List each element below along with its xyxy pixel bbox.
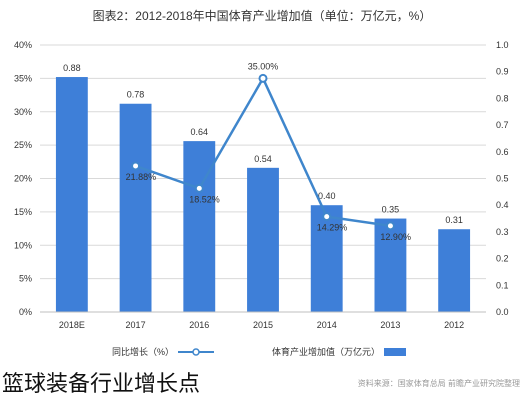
caption: 篮球装备行业增长点 bbox=[2, 372, 201, 397]
left-tick-label: 40% bbox=[14, 40, 32, 50]
right-tick-label: 0.6 bbox=[496, 147, 509, 157]
x-tick-label: 2015 bbox=[253, 320, 273, 330]
line-series: 21.88% 18.52% 35.00% 14.29% 12.90% bbox=[126, 61, 411, 242]
bar bbox=[310, 205, 343, 312]
left-tick-label: 10% bbox=[14, 240, 32, 250]
right-tick-label: 0.4 bbox=[496, 200, 509, 210]
right-tick-label: 0.0 bbox=[496, 307, 509, 317]
growth-label: 18.52% bbox=[189, 194, 220, 204]
left-tick-label: 15% bbox=[14, 207, 32, 217]
bar-series bbox=[55, 77, 471, 313]
bar-value-label: 0.64 bbox=[191, 127, 209, 137]
left-tick-label: 30% bbox=[14, 107, 32, 117]
left-tick-label: 5% bbox=[19, 274, 32, 284]
legend-line-marker bbox=[192, 348, 200, 356]
source-note: 资料来源：国家体育总局 前瞻产业研究院整理 bbox=[358, 378, 520, 388]
x-tick-label: 2014 bbox=[317, 320, 337, 330]
bar bbox=[55, 77, 88, 312]
chart-title: 图表2：2012-2018年中国体育产业增加值（单位：万亿元，%） bbox=[93, 8, 432, 23]
right-axis: 0.0 0.1 0.2 0.3 0.4 0.5 0.6 0.7 0.8 0.9 1.0 bbox=[496, 40, 509, 317]
right-tick-label: 0.2 bbox=[496, 254, 509, 264]
left-tick-label: 0% bbox=[19, 307, 32, 317]
bar-value-label: 0.78 bbox=[127, 90, 145, 100]
growth-label: 35.00% bbox=[248, 61, 279, 71]
left-tick-label: 20% bbox=[14, 174, 32, 184]
bar-value-label: 0.54 bbox=[254, 154, 272, 164]
left-tick-label: 35% bbox=[14, 73, 32, 83]
legend: 同比增长（%） 体育产业增加值（万亿元） bbox=[112, 346, 406, 357]
growth-point bbox=[385, 221, 395, 231]
growth-point bbox=[131, 161, 141, 171]
growth-point bbox=[322, 212, 332, 222]
bar-value-label: 0.35 bbox=[382, 205, 400, 215]
growth-label: 12.90% bbox=[380, 232, 411, 242]
x-tick-label: 2012 bbox=[444, 320, 464, 330]
bar-value-label: 0.31 bbox=[445, 215, 463, 225]
right-tick-label: 0.3 bbox=[496, 227, 509, 237]
growth-point bbox=[194, 183, 204, 193]
bar-value-label: 0.88 bbox=[63, 63, 81, 73]
right-tick-label: 0.9 bbox=[496, 67, 509, 77]
bar-value-labels: 0.88 0.78 0.64 0.54 0.40 0.35 0.31 bbox=[63, 63, 463, 225]
left-tick-label: 25% bbox=[14, 140, 32, 150]
x-tick-label: 2013 bbox=[380, 320, 400, 330]
right-tick-label: 0.5 bbox=[496, 174, 509, 184]
legend-bar-swatch bbox=[384, 348, 406, 356]
bar bbox=[438, 229, 471, 312]
bar bbox=[119, 103, 152, 313]
right-tick-label: 1.0 bbox=[496, 40, 509, 50]
x-tick-label: 2018E bbox=[59, 320, 85, 330]
growth-label: 21.88% bbox=[126, 172, 157, 182]
legend-bar-label: 体育产业增加值（万亿元） bbox=[272, 346, 380, 357]
right-tick-label: 0.8 bbox=[496, 93, 509, 103]
x-tick-label: 2016 bbox=[189, 320, 209, 330]
bar bbox=[247, 167, 279, 312]
right-tick-label: 0.1 bbox=[496, 280, 509, 290]
growth-point bbox=[258, 73, 268, 83]
right-tick-label: 0.7 bbox=[496, 120, 509, 130]
left-axis: 0% 5% 10% 15% 20% 25% 30% 35% 40% bbox=[14, 40, 32, 317]
legend-line-label: 同比增长（%） bbox=[112, 346, 174, 357]
bar bbox=[374, 218, 407, 312]
x-tick-label: 2017 bbox=[126, 320, 146, 330]
bar-value-label: 0.40 bbox=[318, 191, 336, 201]
x-axis: 2018E 2017 2016 2015 2014 2013 2012 bbox=[40, 311, 486, 330]
growth-label: 14.29% bbox=[317, 223, 348, 233]
